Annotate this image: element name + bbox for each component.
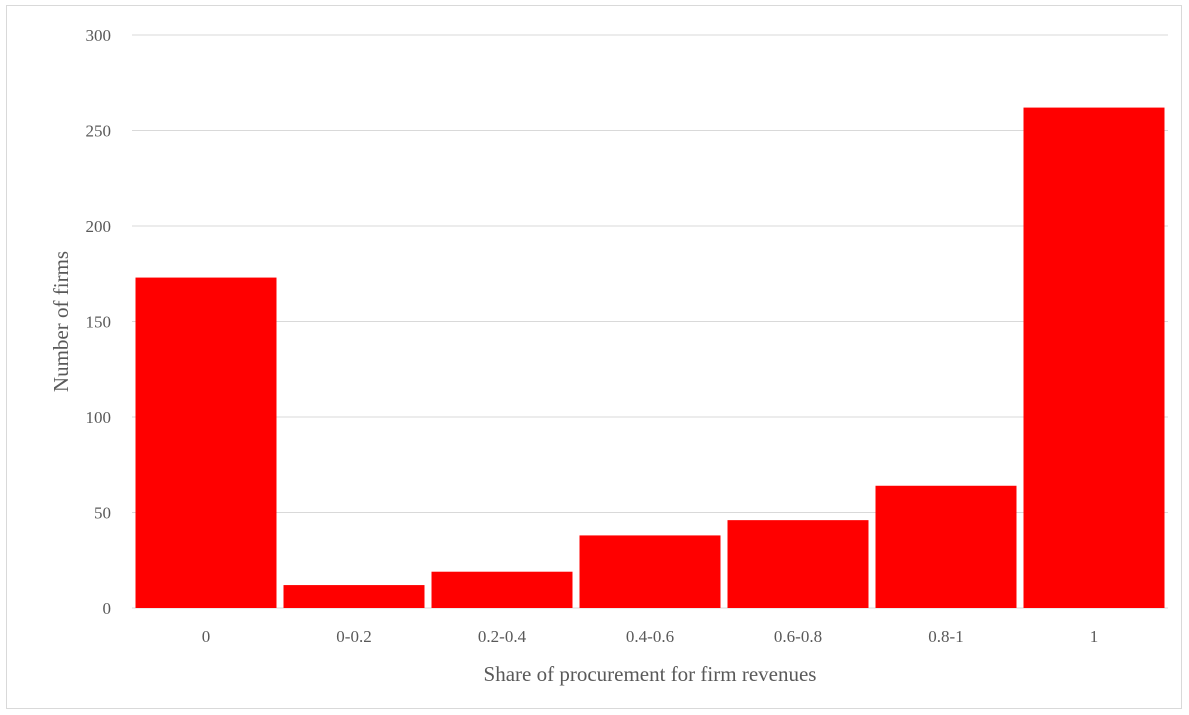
bar-0.8-1 <box>875 485 1017 608</box>
bar-0 <box>135 277 277 608</box>
x-tick-label: 0-0.2 <box>336 627 371 646</box>
bar-0-0.2 <box>283 585 425 608</box>
y-axis-tick-labels: 0 50 100 150 200 250 300 <box>86 26 112 618</box>
x-tick-label: 0 <box>202 627 211 646</box>
y-tick-label: 50 <box>94 504 111 523</box>
bar-0.2-0.4 <box>431 571 573 608</box>
y-tick-label: 150 <box>86 313 112 332</box>
bars <box>135 107 1165 608</box>
y-tick-label: 200 <box>86 217 112 236</box>
bar-0.6-0.8 <box>727 520 869 608</box>
y-tick-label: 300 <box>86 26 112 45</box>
y-axis-title: Number of firms <box>49 251 73 392</box>
x-tick-label: 0.2-0.4 <box>478 627 527 646</box>
x-tick-label: 1 <box>1090 627 1099 646</box>
bar-0.4-0.6 <box>579 535 721 608</box>
x-axis-tick-labels: 0 0-0.2 0.2-0.4 0.4-0.6 0.6-0.8 0.8-1 1 <box>202 627 1099 646</box>
x-axis-title: Share of procurement for firm revenues <box>484 662 817 686</box>
y-tick-label: 0 <box>103 599 112 618</box>
y-tick-label: 100 <box>86 408 112 427</box>
y-tick-label: 250 <box>86 122 112 141</box>
x-tick-label: 0.6-0.8 <box>774 627 822 646</box>
x-tick-label: 0.4-0.6 <box>626 627 674 646</box>
x-tick-label: 0.8-1 <box>928 627 963 646</box>
bar-1 <box>1023 107 1165 608</box>
